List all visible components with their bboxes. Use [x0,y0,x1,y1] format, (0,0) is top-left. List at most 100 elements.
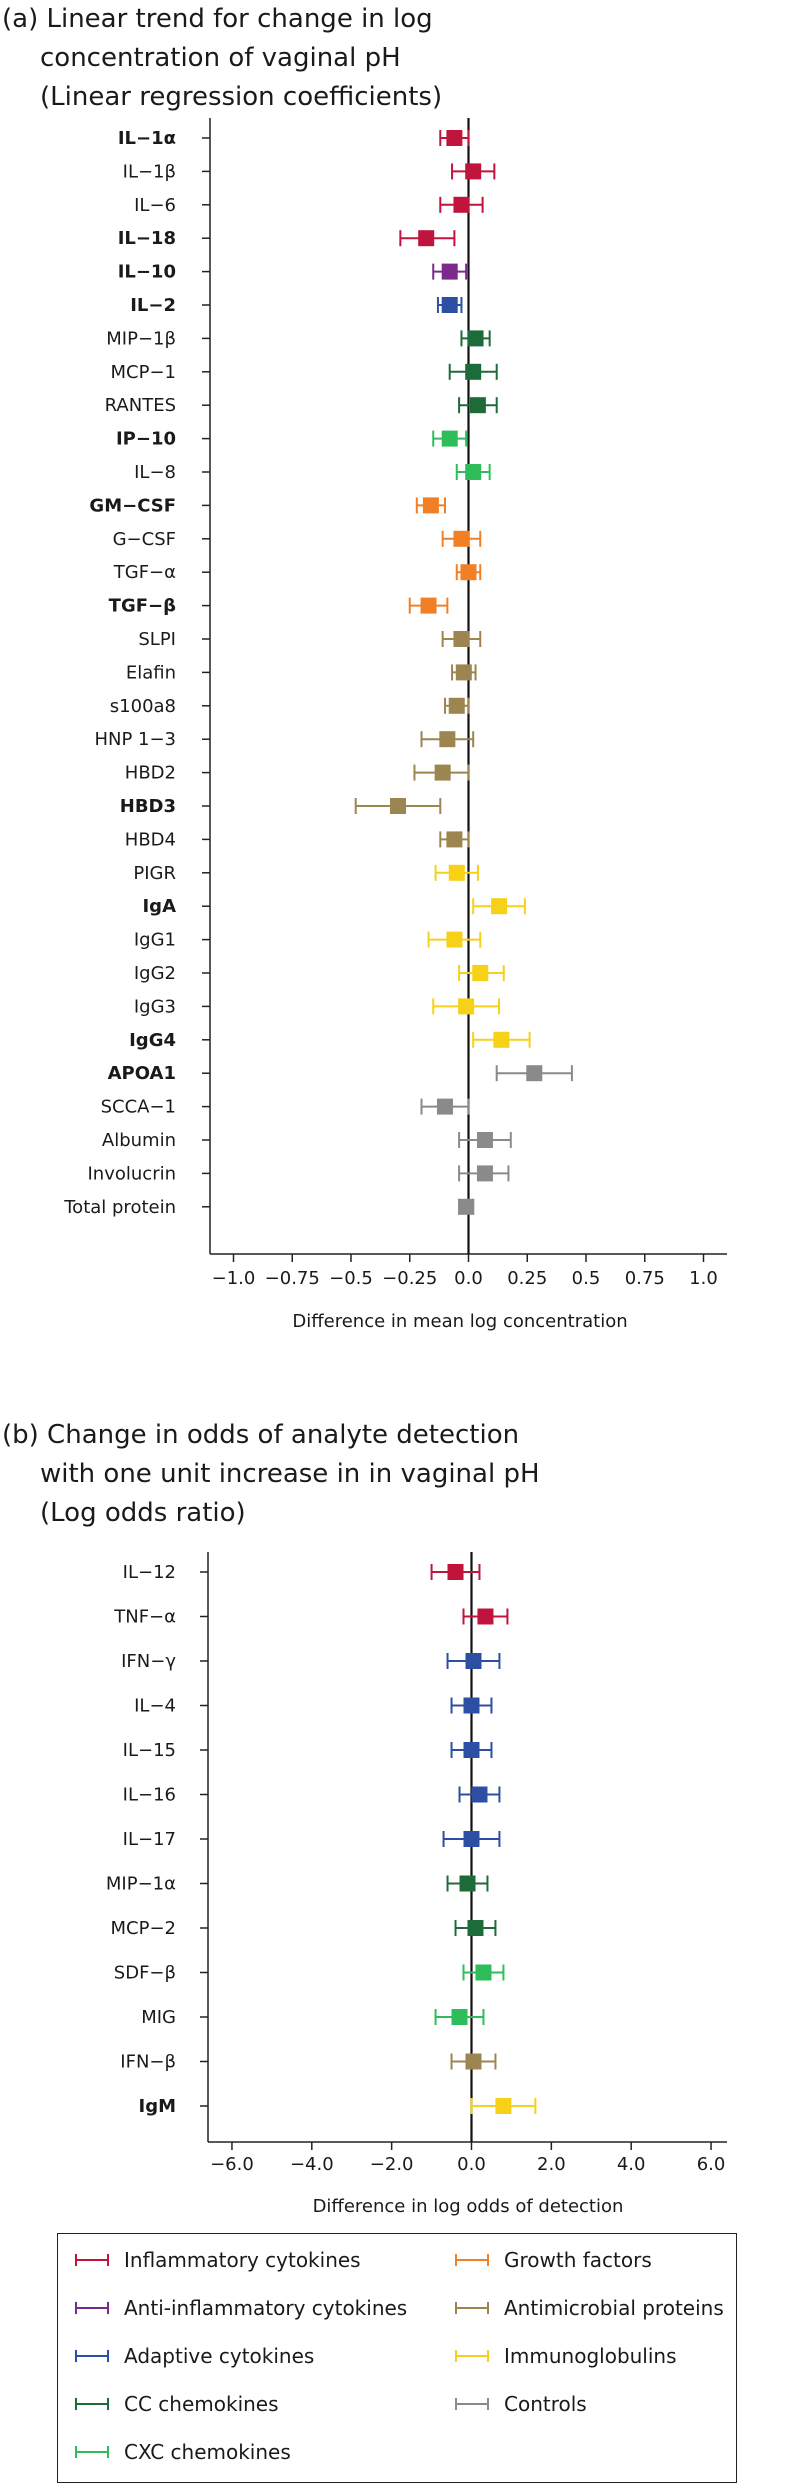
forest-plot-figure: −1.0 −0.75 −0.5 −0.25 0.0 0.25 0.5 0.75 1.0 Diffe… [63,118,727,2217]
panel-a-row-label-il-1: IL−1β [123,161,176,182]
legend-swatch-icon [454,2253,490,2267]
legend-item-adaptive-cytokines: Adaptive cytokines [74,2344,314,2368]
panel-a-point-il-8 [465,464,482,480]
panel-b-row-label-sdf: SDF−β [114,1963,176,1984]
legend-swatch-icon [454,2349,490,2363]
panel-b-title-line1: (b) Change in odds of analyte detection [2,1420,520,1450]
panel-a-x-axis-title: Difference in mean log concentration [292,1311,627,1332]
legend-swatch-icon [74,2349,110,2363]
panel-b-row-label-mig: MIG [141,2007,176,2028]
panel-b-row-label-mip-1: MIP−1α [106,1874,176,1895]
panel-a-x-tick-label: 0.75 [625,1268,665,1289]
panel-a-row-label-il-10: IL−10 [118,262,176,283]
legend-label: Antimicrobial proteins [504,2296,724,2320]
panel-a-point-mip-1 [467,330,484,347]
panel-a-point-ip-10 [441,430,458,447]
panel-b-title: (b) Change in odds of analyte detection … [2,1416,540,1533]
panel-b-point-sdf [475,1964,492,1981]
legend-item-anti-inflammatory-cytokines: Anti-inflammatory cytokines [74,2296,407,2320]
panel-b-point-igm [495,2098,512,2114]
panel-a-row-label-il-1: IL−1α [118,128,176,149]
panel-b-row-label-il-15: IL−15 [123,1740,176,1761]
legend-item-antimicrobial-proteins: Antimicrobial proteins [454,2296,724,2320]
panel-a-row-label-il-18: IL−18 [118,228,176,249]
panel-a-point-slpi [453,631,470,647]
legend-swatch-icon [454,2301,490,2315]
panel-b-x-tick-label: −4.0 [290,2154,334,2175]
panel-a-point-pigr [448,864,465,881]
panel-a-row-label-elafin: Elafin [126,662,176,683]
panel-b-x-tick-label: −2.0 [370,2154,414,2175]
panel-b-row-label-il-16: IL−16 [123,1785,176,1806]
panel-a-x-tick-label: −1.0 [212,1268,256,1289]
panel-a-row-label-apoa1: APOA1 [108,1063,176,1084]
legend-item-immunoglobulins: Immunoglobulins [454,2344,677,2368]
panel-a-row-label-gm-csf: GM−CSF [89,495,176,516]
legend-swatch-icon [74,2253,110,2267]
panel-b-point-il-15 [463,1742,480,1758]
legend-item-cc-chemokines: CC chemokines [74,2392,279,2416]
legend-swatch-icon [74,2445,110,2459]
panel-a-row-label-hbd4: HBD4 [125,829,176,850]
panel-a-point-elafin [455,664,472,681]
legend-swatch-icon [74,2301,110,2315]
panel-a-x-tick-label: −0.75 [265,1268,320,1289]
panel-a-x-tick-label: 0.25 [507,1268,547,1289]
panel-b-point-mip-1 [459,1875,476,1892]
panel-b-row-label-il-12: IL−12 [123,1562,176,1583]
panel-a-point-hnp-1-3 [439,731,456,748]
panel-b-x-axis-title: Difference in log odds of detection [313,2196,624,2217]
legend-label: CXC chemokines [124,2440,291,2464]
panel-a-row-label-tgf: TGF−β [109,596,176,617]
panel-b-title-line2: with one unit increase in in vaginal pH [40,1459,540,1489]
legend-label: Adaptive cytokines [124,2344,315,2368]
panel-a-row-label-rantes: RANTES [105,395,176,416]
legend-label: Immunoglobulins [504,2344,677,2368]
panel-b-x-tick-label: 4.0 [617,2154,646,2175]
panel-a-x-tick-label: 0.0 [454,1268,483,1289]
panel-a-point-iga [491,898,508,915]
legend-swatch-icon [454,2397,490,2411]
panel-b-point-ifn [465,2053,482,2070]
panel-a-row-label-total-protein: Total protein [63,1197,176,1218]
panel-a-row-label-mip-1: MIP−1β [106,328,176,349]
panel-a-point-hbd3 [390,798,406,814]
panel-a-title-line2: concentration of vaginal pH [40,43,401,73]
panel-b-x-tick-label: 6.0 [697,2154,726,2175]
panel-b-x-tick-label: −6.0 [210,2154,254,2175]
legend: Inflammatory cytokines Anti-inflammatory … [57,2233,737,2483]
legend-label: Growth factors [504,2248,652,2272]
panel-a-row-label-slpi: SLPI [138,629,176,650]
panel-b-row-label-il-17: IL−17 [123,1829,176,1850]
panel-a-x-tick-label: −0.5 [329,1268,373,1289]
panel-a-row-label-igg1: IgG1 [134,930,176,951]
panel-a-title-line3: (Linear regression coefficients) [40,82,443,112]
legend-swatch-icon [74,2397,110,2411]
panel-b-row-label-ifn: IFN−β [120,2052,176,2073]
panel-a-point-tgf [420,597,437,614]
panel-b-point-tnf [477,1608,494,1625]
panel-a-x-tick-label: 0.5 [572,1268,601,1289]
panel-a-point-involucrin [476,1165,493,1182]
panel-a-point-albumin [476,1132,493,1148]
legend-label: Controls [504,2392,587,2416]
legend-item-controls: Controls [454,2392,587,2416]
panel-a-point-il-10 [441,263,458,280]
panel-a-title-line1: (a) Linear trend for change in log [2,4,433,34]
panel-b-point-il-16 [471,1786,488,1803]
panel-a-point-apoa1 [526,1065,543,1082]
panel-a-row-label-igg3: IgG3 [134,996,176,1017]
panel-b-row-label-tnf: TNF−α [113,1607,176,1628]
legend-item-cxc-chemokines: CXC chemokines [74,2440,291,2464]
legend-label: Inflammatory cytokines [124,2248,361,2272]
panel-a-point-igg4 [493,1031,510,1048]
panel-a-point-rantes [469,397,486,414]
panel-a-point-igg3 [458,998,475,1015]
panel-a-row-label-ip-10: IP−10 [116,429,176,450]
panel-a-row-label-il-2: IL−2 [130,295,176,316]
panel-a-point-hbd4 [446,831,463,848]
panel-a-point-il-18 [418,230,435,247]
panel-b-title-line3: (Log odds ratio) [40,1498,246,1528]
panel-a-row-label-hbd3: HBD3 [120,796,176,817]
panel-a-point-gm-csf [422,497,439,514]
